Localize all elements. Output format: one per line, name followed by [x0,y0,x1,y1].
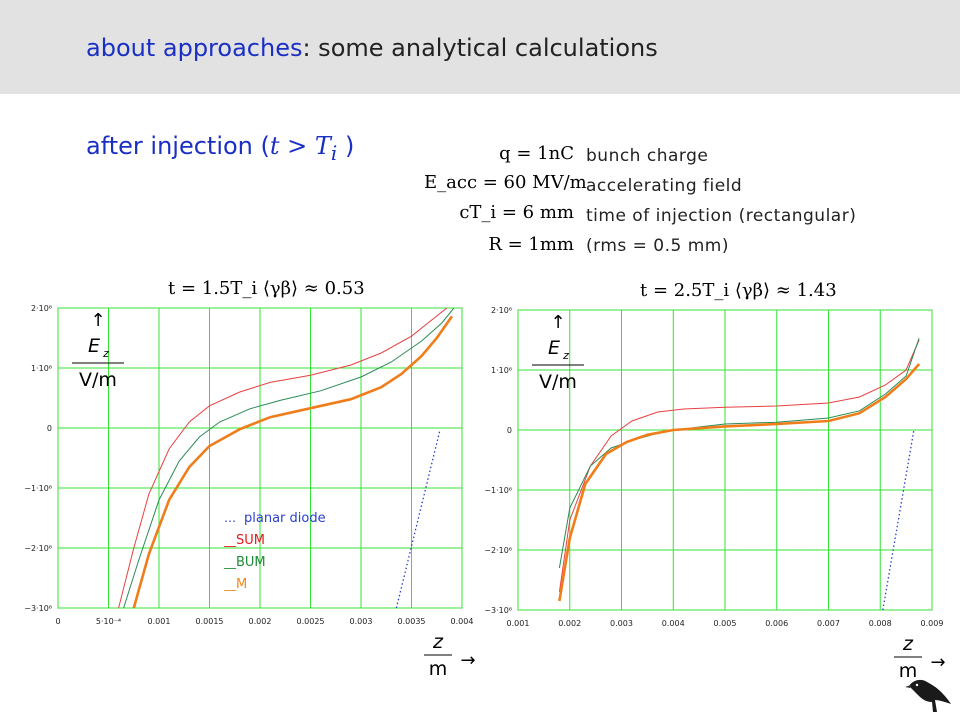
chart2-formula: t = 2.5T_i ⟨γβ⟩ ≈ 1.43 [640,280,837,301]
y-tick-label: 2·10⁶ [491,306,512,315]
y-tick-label: 0 [47,424,52,433]
param-formula: q = 1nC [499,143,574,164]
y-axis-arrow: ↑ [90,310,105,331]
x-tick-label: 5·10⁻⁴ [96,617,121,626]
y-axis-label-num: E [88,335,100,357]
subtitle-suffix: ) [337,132,355,160]
x-tick-label: 0.007 [817,619,840,628]
x-tick-label: 0.003 [610,619,633,628]
x-tick-label: 0.009 [921,619,944,628]
legend-marker: __ [223,577,237,591]
legend-label: planar diode [244,511,326,526]
param-formula: cT_i = 6 mm [459,202,574,223]
series-group [558,338,921,610]
x-tick-label: 0.001 [148,617,171,626]
series-line-m [558,363,921,602]
series-line-sum [558,339,920,593]
legend-label: M [236,577,247,592]
x-tick-label: 0.004 [662,619,685,628]
x-tick-label: 0.004 [451,617,474,626]
series-line-bum [558,338,920,569]
y-tick-label: −2·10⁶ [484,546,512,555]
y-tick-label: 1·10⁶ [491,366,512,375]
crow-logo-icon [905,679,951,712]
series-line-bum [123,308,455,608]
x-tick-label: 0.0035 [398,617,426,626]
series-line-sum [118,308,448,608]
x-tick-label: 0.006 [765,619,788,628]
chart-2: 0.001 0.002 0.003 0.004 0.005 0.006 0.007 0.008… [484,306,945,682]
x-axis-label-num: z [432,631,444,653]
legend: … planar diode__ SUM__ BUM__ M [223,511,326,592]
y-tick-label: 0 [507,426,512,435]
y-axis-label-unit: V/m [79,369,117,391]
y-axis-label-num: E [548,337,560,359]
x-tick-label: 0.0025 [297,617,325,626]
series-group [118,308,455,608]
y-axis-label-sub: z [102,347,109,360]
y-axis-arrow: ↑ [550,312,565,333]
legend-label: SUM [236,533,265,548]
y-tick-label: 2·10⁶ [31,304,52,313]
x-tick-label: 0.0015 [196,617,224,626]
legend-marker: … [224,511,236,525]
subtitle-sub: i [330,140,338,165]
subtitle-prefix: after injection ( [86,132,270,160]
x-axis-arrow: → [930,652,945,673]
param-label: accelerating field [586,176,743,196]
y-tick-label: −1·10⁶ [484,486,512,495]
y-axis-label-sub: z [562,349,569,362]
title-accent: about approaches [86,34,303,62]
x-tick-label: 0.002 [249,617,272,626]
x-axis-label-num: z [902,633,914,655]
y-tick-label: −3·10⁶ [484,606,512,615]
chart1-formula: t = 1.5T_i ⟨γβ⟩ ≈ 0.53 [168,278,365,299]
y-tick-label: −2·10⁶ [24,544,52,553]
legend-label: BUM [236,555,266,570]
param-label: bunch charge [586,146,709,166]
x-axis-arrow: → [460,650,475,671]
subtitle-math: t > T [269,132,331,160]
legend-marker: __ [223,533,237,547]
param-label: time of injection (rectangular) [586,206,857,226]
y-axis-label-unit: V/m [539,371,577,393]
title-rest: : some analytical calculations [302,34,658,62]
x-axis-label-unit: m [899,660,918,682]
param-label: (rms = 0.5 mm) [586,236,729,256]
y-tick-label: 1·10⁶ [31,364,52,373]
legend-marker: __ [223,555,237,569]
x-axis-label-unit: m [429,658,448,680]
y-tick-label: −1·10⁶ [24,484,52,493]
param-formula: E_acc = 60 MV/m [424,172,587,193]
x-tick-label: 0.008 [869,619,892,628]
x-tick-label: 0.001 [507,619,530,628]
series-line-m [132,315,453,608]
section-subtitle: after injection (t > Ti ) [86,132,354,165]
chart-1: 0 5·10⁻⁴ 0.001 0.0015 0.002 0.0025 0.003 0.0035… [24,304,475,680]
x-tick-label: 0 [55,617,60,626]
param-formula: R = 1mm [488,234,574,255]
series-line-planar-diode [395,430,441,608]
header-bar [0,0,960,94]
x-tick-label: 0.002 [558,619,581,628]
x-tick-label: 0.003 [350,617,373,626]
x-tick-label: 0.005 [714,619,737,628]
y-tick-label: −3·10⁶ [24,604,52,613]
page-title: about approaches: some analytical calcul… [86,34,658,62]
series-line-planar-diode [882,429,915,610]
